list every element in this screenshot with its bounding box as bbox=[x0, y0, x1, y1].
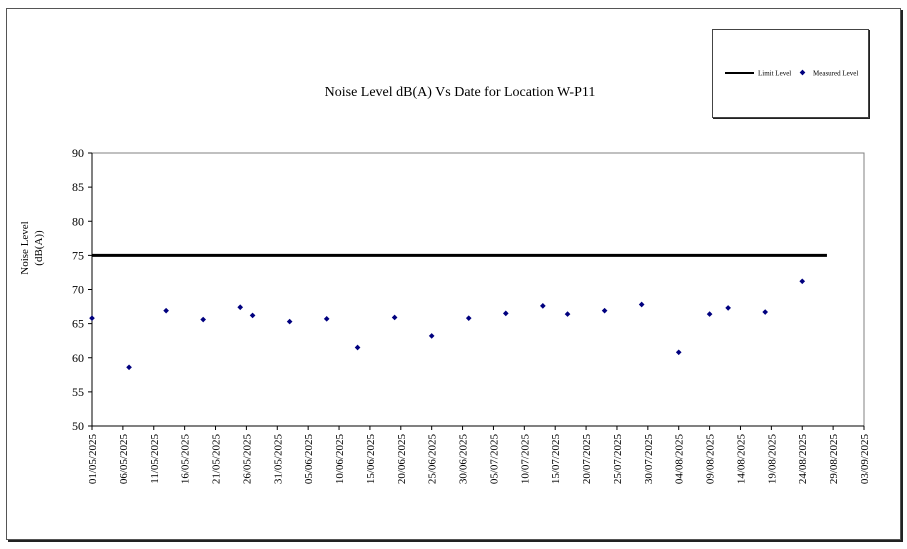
x-tick-label: 10/07/2025 bbox=[519, 434, 531, 485]
legend-measured-label: Measured Level bbox=[813, 70, 858, 78]
x-tick-label: 06/05/2025 bbox=[118, 434, 130, 485]
y-tick-label: 75 bbox=[72, 248, 84, 262]
x-tick-label: 31/05/2025 bbox=[272, 434, 284, 485]
x-tick-label: 30/07/2025 bbox=[643, 434, 655, 485]
y-axis-label-line-1: Noise Level bbox=[19, 221, 31, 274]
x-tick-label: 19/08/2025 bbox=[766, 434, 778, 485]
measured-point bbox=[502, 310, 509, 317]
x-tick-label: 05/07/2025 bbox=[488, 434, 500, 485]
measured-point bbox=[799, 278, 806, 285]
x-tick-label: 09/08/2025 bbox=[705, 434, 717, 485]
legend-limit-label: Limit Level bbox=[758, 70, 791, 78]
plot-area bbox=[91, 152, 865, 427]
y-tick-label: 80 bbox=[72, 214, 84, 228]
x-tick-label: 25/07/2025 bbox=[612, 434, 624, 485]
measured-point bbox=[200, 316, 206, 323]
measured-point bbox=[391, 314, 398, 321]
x-tick-label: 24/08/2025 bbox=[797, 434, 809, 485]
series-layer bbox=[89, 253, 827, 371]
measured-point bbox=[89, 315, 95, 321]
x-tick-label: 14/08/2025 bbox=[735, 434, 747, 485]
legend-measured-swatch bbox=[799, 69, 806, 76]
x-tick-label: 10/06/2025 bbox=[334, 434, 346, 485]
measured-point bbox=[286, 318, 293, 325]
x-tick-label: 30/06/2025 bbox=[458, 434, 470, 485]
x-tick-label: 20/07/2025 bbox=[581, 434, 593, 485]
x-axis: 01/05/2025 06/05/2025 11/05/2025 16/05/2025… bbox=[87, 425, 871, 485]
y-tick-label: 55 bbox=[72, 385, 84, 399]
legend-items: Limit Level Measured Level bbox=[725, 70, 858, 78]
x-tick-label: 15/06/2025 bbox=[365, 434, 377, 485]
y-tick-label: 70 bbox=[72, 283, 84, 297]
x-tick-label: 21/05/2025 bbox=[211, 434, 223, 485]
measured-point bbox=[323, 316, 330, 322]
measured-point bbox=[126, 364, 132, 371]
measured-point bbox=[725, 305, 731, 311]
x-tick-label: 15/07/2025 bbox=[550, 434, 562, 485]
x-tick-label: 03/09/2025 bbox=[859, 434, 871, 485]
measured-point bbox=[249, 312, 256, 319]
y-tick-label: 65 bbox=[72, 317, 84, 331]
measured-point bbox=[354, 344, 361, 351]
x-tick-label: 29/08/2025 bbox=[828, 434, 840, 485]
measured-point bbox=[540, 303, 546, 309]
y-tick-label: 60 bbox=[72, 351, 84, 365]
y-tick-label: 85 bbox=[72, 180, 84, 194]
measured-point bbox=[638, 301, 645, 308]
measured-point bbox=[428, 333, 435, 339]
measured-point bbox=[465, 315, 472, 321]
measured-point bbox=[706, 311, 713, 317]
measured-point bbox=[237, 304, 244, 311]
measured-point bbox=[762, 309, 769, 315]
x-tick-label: 20/06/2025 bbox=[396, 434, 408, 485]
chart-title: Noise Level dB(A) Vs Date for Location W… bbox=[325, 85, 596, 100]
x-tick-label: 04/08/2025 bbox=[674, 434, 686, 485]
x-tick-label: 25/06/2025 bbox=[427, 434, 439, 485]
x-tick-label: 16/05/2025 bbox=[180, 434, 192, 485]
x-tick-label: 01/05/2025 bbox=[87, 434, 99, 485]
x-tick-label: 11/05/2025 bbox=[149, 434, 161, 484]
measured-point bbox=[675, 349, 682, 356]
x-tick-label: 26/05/2025 bbox=[241, 434, 253, 485]
measured-point bbox=[163, 307, 169, 314]
y-tick-label: 50 bbox=[72, 419, 84, 433]
y-axis: 50 55 60 65 70 75 80 85 90 bbox=[72, 146, 93, 433]
y-tick-label: 90 bbox=[72, 146, 84, 160]
measured-point bbox=[564, 311, 571, 317]
y-axis-label-line-2: (dB(A)) bbox=[33, 230, 45, 266]
x-tick-label: 05/06/2025 bbox=[303, 434, 315, 485]
measured-point bbox=[601, 307, 608, 314]
